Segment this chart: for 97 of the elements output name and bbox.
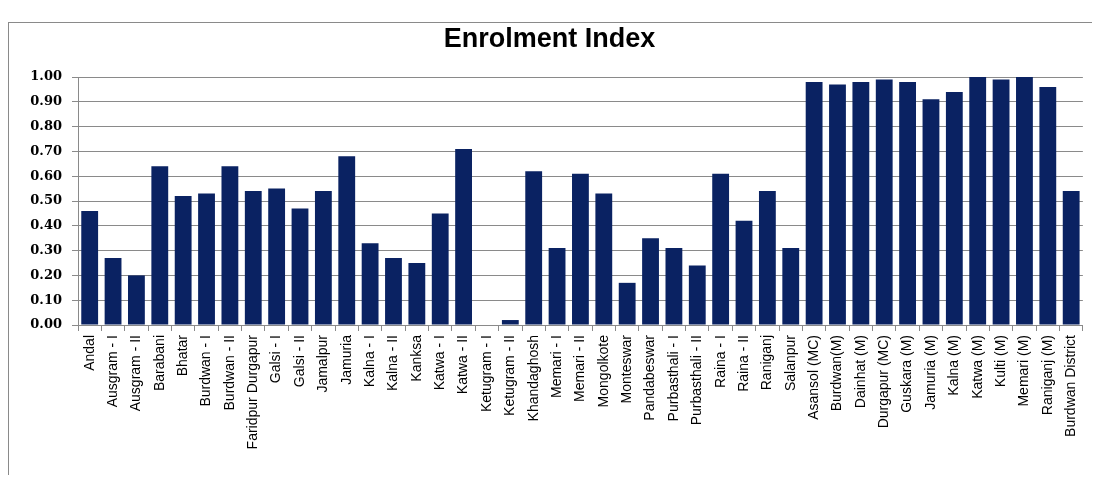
bar (805, 81, 823, 325)
bar (852, 81, 870, 325)
x-tick-label: Memari - I (547, 335, 564, 398)
y-tick-label: 1.00 (30, 68, 62, 84)
bar (174, 196, 192, 325)
bar (128, 275, 145, 325)
x-tick-label: Katwa (M) (968, 335, 985, 399)
y-tick-label: 0.20 (30, 266, 62, 282)
bar (735, 220, 753, 325)
bar (501, 320, 519, 325)
y-tick-label: 0.70 (30, 142, 62, 158)
x-tick-label: Dainhat (M) (851, 335, 868, 409)
bar (758, 191, 776, 325)
bar (81, 210, 99, 325)
bar (688, 265, 706, 325)
x-tick-label: Raina - I (711, 335, 728, 388)
x-tick-label: Ausgram - I (103, 335, 120, 408)
y-tick-label: 0.40 (30, 217, 62, 233)
bar (361, 243, 379, 325)
x-tick-label: Raniganj (758, 335, 775, 391)
x-tick-label: Raniganj (M) (1038, 335, 1055, 416)
bar (595, 193, 613, 325)
bar (455, 148, 472, 325)
bar (899, 81, 917, 325)
bar (665, 248, 683, 325)
x-tick-label: Khandaghosh (524, 335, 541, 422)
x-tick-label: Kulti (M) (991, 335, 1008, 388)
bar (244, 191, 262, 325)
x-tick-label: Galsi - I (267, 335, 284, 384)
bar (992, 79, 1010, 325)
bar (618, 282, 636, 325)
bar (548, 248, 566, 325)
y-tick-label: 0.30 (30, 241, 62, 257)
x-tick-label: Kalna - II (384, 335, 401, 392)
bar (875, 79, 893, 325)
x-tick-label: Jamuria (M) (921, 335, 938, 410)
x-tick-label: Guskara (M) (898, 335, 915, 413)
bar (385, 258, 402, 325)
x-tick-label: Kalna - I (360, 335, 377, 388)
bar (969, 77, 987, 325)
bar (104, 258, 122, 325)
x-tick-label: Mongolkote (594, 334, 611, 408)
y-tick-label: 0.90 (30, 93, 62, 109)
bar (1039, 86, 1057, 325)
bar (525, 171, 543, 325)
bar (198, 193, 215, 325)
bar (572, 173, 589, 325)
x-tick-label: Durgapur (MC) (875, 335, 892, 429)
bar (945, 91, 963, 325)
y-tick-label: 0.50 (30, 192, 62, 208)
bar (642, 238, 659, 325)
x-tick-label: Faridpur Durgapur (244, 334, 261, 450)
bar (712, 173, 730, 325)
x-tick-label: Raina - II (734, 335, 751, 392)
bar (221, 166, 239, 325)
x-tick-label: Kanksa (407, 334, 424, 382)
bar (1016, 77, 1033, 325)
x-tick-label: Burdwan(M) (828, 335, 845, 412)
bar (829, 84, 846, 325)
bar (922, 99, 940, 325)
x-tick-label: Galsi - II (290, 335, 307, 388)
x-tick-label: Jamalpur (314, 334, 331, 393)
bar (1062, 191, 1080, 325)
x-tick-label: Memari (M) (1015, 335, 1032, 407)
x-tick-label: Burdwan - II (220, 335, 237, 411)
bar (408, 263, 426, 325)
x-tick-label: Bhatar (174, 334, 191, 377)
x-tick-label: Monteswar (618, 334, 635, 404)
x-tick-label: Katwa - I (431, 335, 448, 391)
x-tick-label: Katwa - II (454, 335, 471, 395)
x-tick-label: Asansol (MC) (804, 335, 821, 420)
bar (291, 208, 309, 325)
x-tick-label: Burdwan District (1062, 334, 1079, 437)
y-tick-label: 0.60 (30, 167, 62, 183)
x-tick-label: Ketugram - I (477, 335, 494, 413)
bar (782, 248, 800, 325)
x-tick-label: Salanpur (781, 334, 798, 392)
y-tick-label: 0.00 (30, 316, 62, 332)
chart-title: Enrolment Index (443, 22, 656, 53)
x-tick-label: Purbasthali - II (688, 335, 705, 426)
x-tick-label: Purbasthali - I (664, 335, 681, 422)
y-tick-label: 0.80 (30, 117, 62, 133)
x-tick-label: Ketugram - II (501, 335, 518, 416)
x-tick-label: Kalna (M) (945, 335, 962, 396)
y-tick-label: 0.10 (30, 291, 62, 307)
x-tick-label: Ausgram - II (127, 335, 144, 412)
bar (314, 191, 332, 325)
x-tick-label: Andal (80, 335, 97, 371)
x-tick-label: Jamuria (337, 334, 354, 385)
bar (268, 188, 286, 325)
x-tick-label: Burdwan - I (197, 335, 214, 407)
x-tick-label: Memari - II (571, 335, 588, 402)
x-tick-label: Pandabeswar (641, 334, 658, 421)
bar (151, 166, 169, 325)
bar (431, 213, 449, 325)
x-tick-label: Barabani (150, 335, 167, 392)
bar (338, 156, 356, 325)
